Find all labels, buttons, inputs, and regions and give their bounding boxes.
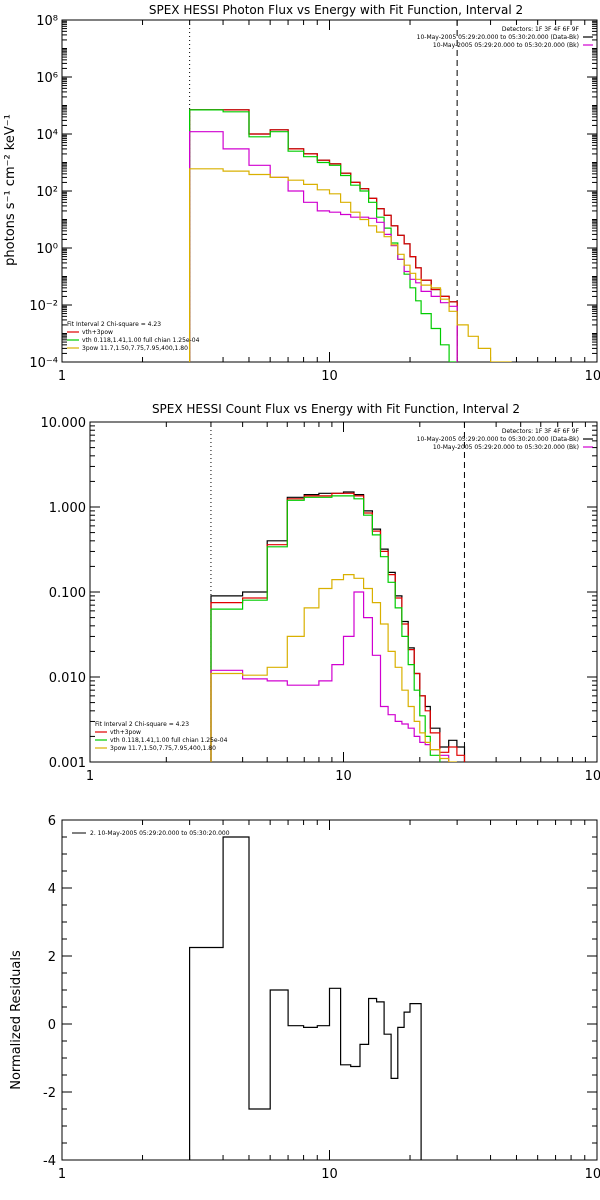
residual-y-tick-label: -2 — [43, 1086, 56, 1101]
residual-y-tick-label: 4 — [48, 882, 56, 897]
photon-y-tick-label: 10⁸ — [36, 14, 58, 29]
photon-legend-bottom-text: Fit Interval 2 Chi-square = 4.23 — [67, 321, 161, 328]
count-series-4 — [210, 574, 457, 762]
residual-y-tick-label: -4 — [43, 1154, 56, 1169]
count-axes-frame — [89, 421, 598, 763]
count-series-0 — [210, 491, 466, 762]
count-y-tick-label: 0.100 — [49, 586, 86, 601]
photon-x-tick-label: 10 — [321, 369, 338, 384]
photon-series-4 — [189, 168, 512, 362]
photon-flux-panel: SPEX HESSI Photon Flux vs Energy with Fi… — [3, 3, 600, 384]
count-legend-bottom-text: vth+3pow — [110, 729, 141, 736]
residual-y-tick-label: 2 — [48, 950, 56, 965]
photon-flux-y-label: photons s⁻¹ cm⁻² keV⁻¹ — [3, 114, 18, 266]
count-legend-top-text: Detectors: 1F 3F 4F 6F 9F — [502, 428, 580, 435]
count-series-1 — [210, 492, 466, 762]
count-legend-top-text: 10-May-2005 05:29:20.000 to 05:30:20.000… — [417, 436, 579, 443]
photon-series-3 — [189, 131, 458, 362]
count-legend-bottom-text: 3pow 11.7,1.50,7.75,7.95,400,1.80 — [110, 745, 216, 752]
count-y-tick-label: 0.001 — [49, 756, 86, 771]
residual-x-tick-label: 1 — [58, 1167, 66, 1182]
count-x-tick-label: 1 — [86, 769, 94, 784]
photon-flux-title: SPEX HESSI Photon Flux vs Energy with Fi… — [149, 3, 523, 17]
residual-y-tick-label: 6 — [48, 814, 56, 829]
photon-legend-top-text: 10-May-2005 05:29:20.000 to 05:30:20.000… — [433, 42, 579, 49]
photon-y-tick-label: 10² — [36, 185, 58, 200]
residuals-y-label: Normalized Residuals — [9, 950, 24, 1090]
count-flux-panel: SPEX HESSI Count Flux vs Energy with Fit… — [41, 402, 600, 784]
count-legend-bottom-text: Fit Interval 2 Chi-square = 4.23 — [95, 721, 189, 728]
photon-y-tick-label: 10⁰ — [36, 242, 58, 257]
photon-legend-top-text: Detectors: 1F 3F 4F 6F 9F — [502, 26, 580, 33]
photon-legend-bottom-text: 3pow 11.7,1.50,7.75,7.95,400,1.80 — [82, 345, 188, 352]
photon-legend-top-text: 10-May-2005 05:29:20.000 to 05:30:20.000… — [417, 34, 579, 41]
photon-y-tick-label: 10⁻² — [29, 299, 58, 314]
count-series-3 — [210, 591, 450, 762]
photon-series-group — [189, 109, 512, 362]
residual-series-0 — [189, 836, 422, 1160]
residual-x-tick-label: 10 — [321, 1167, 338, 1182]
photon-series-2 — [189, 109, 458, 362]
count-y-tick-label: 1.000 — [49, 501, 86, 516]
photon-y-tick-label: 10⁶ — [36, 71, 58, 86]
photon-y-tick-label: 10⁻⁴ — [29, 356, 58, 371]
residual-series-group — [189, 836, 422, 1160]
count-y-tick-label: 0.010 — [49, 671, 86, 686]
photon-y-tick-label: 10⁴ — [36, 128, 58, 143]
count-x-tick-label: 10 — [335, 769, 352, 784]
photon-series-0 — [189, 109, 458, 362]
count-series-2 — [210, 495, 441, 762]
photon-series-1 — [189, 109, 458, 362]
residual-y-tick-label: 0 — [48, 1018, 56, 1033]
count-series-group — [210, 491, 466, 762]
photon-legend-bottom-text: vth 0.118,1.41,1.00 full chian 1.25e-04 — [82, 337, 200, 344]
photon-legend-bottom-text: vth+3pow — [82, 329, 113, 336]
residual-x-tick-label: 100 — [585, 1167, 600, 1182]
residual-legend-text: 2. 10-May-2005 05:29:20.000 to 05:30:20.… — [90, 830, 230, 837]
residuals-panel: Normalized Residuals 1 10 100 -4 -2 0 2 4 6 2. 10… — [9, 814, 600, 1182]
count-flux-title: SPEX HESSI Count Flux vs Energy with Fit… — [152, 402, 520, 416]
count-legend-bottom-text: vth 0.118,1.41,1.00 full chian 1.25e-04 — [110, 737, 228, 744]
count-x-tick-label: 100 — [585, 769, 600, 784]
photon-x-tick-label: 100 — [585, 369, 600, 384]
count-legend-top-text: 10-May-2005 05:29:20.000 to 05:30:20.000… — [433, 444, 579, 451]
count-y-tick-label: 10.000 — [41, 416, 87, 431]
photon-x-tick-label: 1 — [58, 369, 66, 384]
